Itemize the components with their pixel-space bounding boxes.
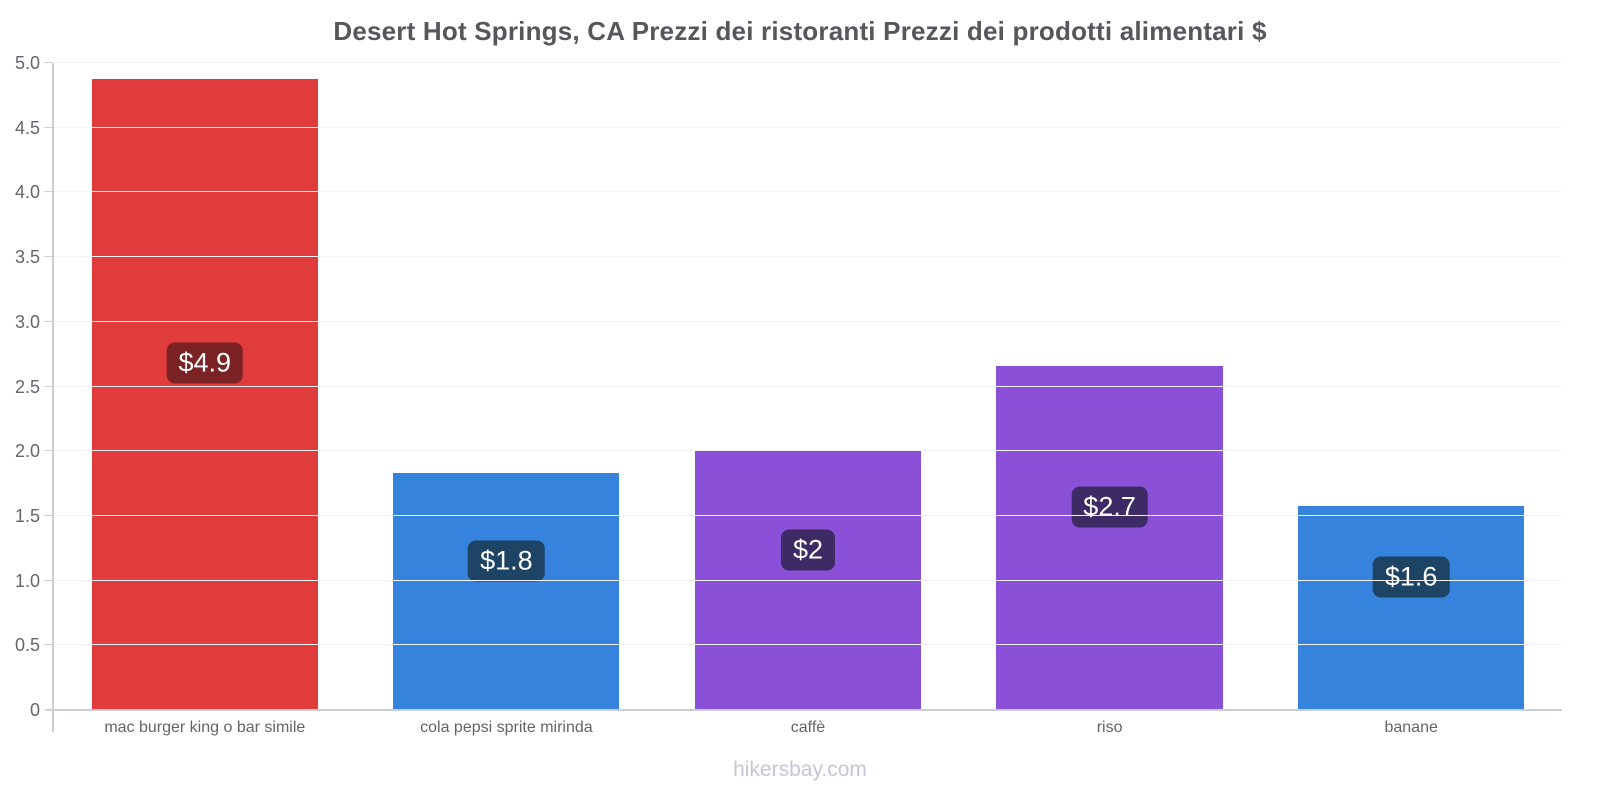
- gridline: [54, 644, 1562, 646]
- y-axis-tick-mark: [44, 191, 52, 193]
- gridline: [54, 579, 1562, 581]
- x-axis-line: [46, 709, 1562, 711]
- bar-banane[interactable]: [1298, 505, 1525, 710]
- gridline: [54, 126, 1562, 128]
- y-axis-tick-mark: [44, 514, 52, 516]
- plot-area: $4.9 mac burger king o bar simile $1.8 cola…: [15, 53, 1562, 736]
- y-axis-tick-label: 1.5: [14, 505, 40, 526]
- gridline: [54, 62, 1562, 63]
- y-axis-tick-label: 2.0: [14, 441, 40, 462]
- y-axis-line: [52, 63, 54, 732]
- y-axis-tick-label: 1.0: [14, 570, 40, 591]
- y-axis-tick-label: 2.5: [14, 376, 40, 397]
- y-axis-tick-label: 0: [29, 700, 40, 720]
- y-axis-tick-mark: [44, 126, 52, 128]
- y-axis-tick-mark: [44, 709, 52, 710]
- bar-cola-pepsi-sprite-mirinda[interactable]: [393, 473, 620, 710]
- bar-column: $2.7 riso: [959, 63, 1261, 736]
- y-axis-tick-label: 4.5: [14, 117, 40, 138]
- x-axis-label: mac burger king o bar simile: [104, 719, 306, 736]
- bars-container: $4.9 mac burger king o bar simile $1.8 cola…: [54, 63, 1562, 736]
- x-axis-label: banane: [1384, 719, 1438, 736]
- bar-column: $2 caffè: [657, 63, 959, 736]
- bar-value-label: $2.7: [1071, 486, 1148, 528]
- y-axis-tick-mark: [44, 644, 52, 646]
- y-axis-tick-mark: [44, 62, 52, 63]
- bar-value-label: $4.9: [166, 342, 244, 384]
- y-axis-tick-label: 0.5: [14, 635, 40, 656]
- watermark-footer: hikersbay.com: [733, 758, 867, 781]
- bar-column: $1.8 cola pepsi sprite mirinda: [356, 63, 658, 736]
- y-axis-tick-mark: [44, 320, 52, 322]
- y-axis-tick-mark: [44, 579, 52, 581]
- gridline: [54, 256, 1562, 258]
- gridline: [54, 320, 1562, 322]
- bar-column: $1.6 banane: [1260, 63, 1562, 736]
- gridline: [54, 450, 1562, 452]
- x-axis-label: riso: [1096, 719, 1123, 736]
- bar-column: $4.9 mac burger king o bar simile: [54, 63, 356, 736]
- y-axis-tick-mark: [44, 256, 52, 258]
- gridline: [54, 191, 1562, 193]
- gridline: [54, 514, 1562, 516]
- bar-value-label: $1.6: [1372, 556, 1450, 598]
- bar-value-label: $1.8: [468, 540, 545, 582]
- gridline: [54, 385, 1562, 387]
- y-axis-tick-label: 3.5: [14, 247, 40, 268]
- x-axis-label: cola pepsi sprite mirinda: [420, 719, 593, 736]
- bar-value-label: $2: [780, 529, 836, 571]
- bar-mac-burger-king-o-bar-simile[interactable]: [91, 78, 318, 710]
- x-axis-label: caffè: [790, 719, 826, 736]
- chart-title: Desert Hot Springs, CA Prezzi dei ristor…: [333, 16, 1267, 46]
- y-axis-tick-label: 3.0: [14, 311, 40, 332]
- bar-riso[interactable]: [996, 365, 1223, 710]
- y-axis-tick-label: 5.0: [14, 53, 40, 73]
- y-axis-tick-mark: [44, 450, 52, 452]
- y-axis-tick-mark: [44, 385, 52, 387]
- y-axis-tick-label: 4.0: [14, 182, 40, 203]
